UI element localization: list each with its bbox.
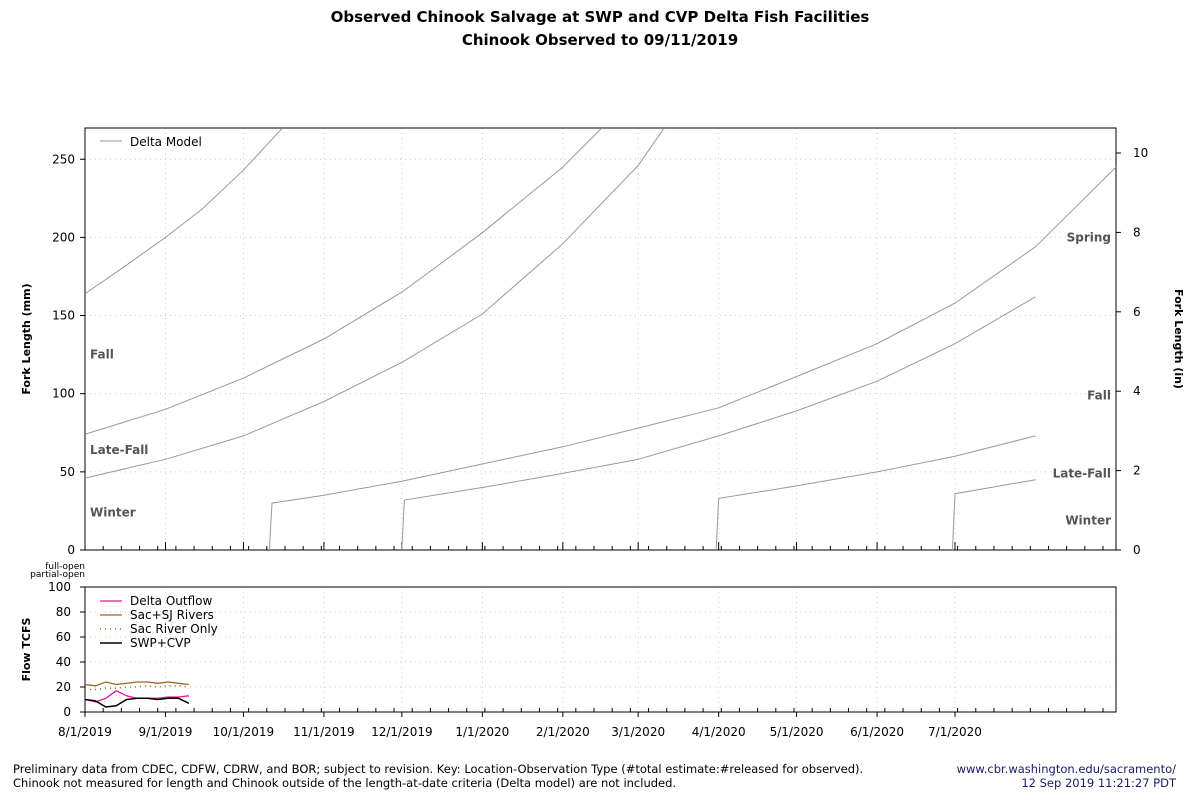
- delta-model-line-7: [951, 479, 1036, 550]
- x-tick-label: 3/1/2020: [611, 725, 665, 739]
- x-tick-label: 12/1/2019: [371, 725, 433, 739]
- x-tick-label: 11/1/2019: [293, 725, 355, 739]
- flow-series-sac-sj-rivers: [85, 681, 189, 687]
- bottom-y-tick-label: 100: [48, 580, 71, 594]
- full-open-label: full-open: [45, 562, 85, 572]
- run-label-right: Fall: [1087, 388, 1111, 402]
- chart-title: Observed Chinook Salvage at SWP and CVP …: [330, 8, 870, 26]
- footer-notes: Preliminary data from CDEC, CDFW, CDRW, …: [13, 762, 863, 790]
- legend-label-3: Sac River Only: [130, 622, 218, 636]
- bottom-y-axis-title: Flow TCFS: [20, 618, 33, 682]
- run-label-right: Winter: [1065, 513, 1111, 527]
- legend-label-2: Sac+SJ Rivers: [130, 608, 214, 622]
- generated-timestamp: 12 Sep 2019 11:21:27 PDT: [1021, 776, 1176, 790]
- right-y-tick-label: 8: [1133, 225, 1141, 239]
- top-y-tick-label: 50: [60, 465, 75, 479]
- delta-model-line-3: [85, 128, 665, 479]
- bottom-y-tick-label: 40: [56, 655, 71, 669]
- top-y-tick-label: 0: [67, 543, 75, 557]
- top-y-tick-label: 250: [52, 152, 75, 166]
- bottom-y-tick-label: 60: [56, 630, 71, 644]
- delta-model-line-6: [715, 435, 1036, 550]
- right-y-tick-label: 6: [1133, 305, 1141, 319]
- x-tick-label: 7/1/2020: [928, 725, 982, 739]
- top-plot-frame: [84, 127, 1117, 551]
- run-label-left: Winter: [90, 505, 136, 519]
- top-y-axis-title: Fork Length (mm): [20, 283, 33, 394]
- legend-delta-model-label: Delta Model: [130, 135, 202, 149]
- right-y-tick-label: 4: [1133, 384, 1141, 398]
- right-y-axis-title: Fork Length (in): [1172, 289, 1185, 389]
- x-tick-label: 1/1/2020: [455, 725, 509, 739]
- right-y-tick-label: 2: [1133, 464, 1141, 478]
- legend-label-1: Delta Outflow: [130, 594, 212, 608]
- top-y-tick-label: 200: [52, 230, 75, 244]
- flow-series-delta-outflow: [85, 690, 189, 703]
- x-tick-label: 10/1/2019: [213, 725, 275, 739]
- x-tick-label: 9/1/2019: [139, 725, 193, 739]
- bottom-y-tick-label: 80: [56, 605, 71, 619]
- source-url[interactable]: www.cbr.washington.edu/sacramento/: [956, 762, 1176, 776]
- bottom-y-tick-label: 0: [63, 705, 71, 719]
- bottom-y-tick-label: 20: [56, 680, 71, 694]
- right-y-tick-label: 0: [1133, 543, 1141, 557]
- partial-open-label: partial-open: [30, 570, 85, 580]
- x-tick-label: 2/1/2020: [536, 725, 590, 739]
- flow-series-swp-cvp: [85, 697, 190, 708]
- run-label-right: Late-Fall: [1053, 466, 1111, 480]
- x-tick-label: 6/1/2020: [850, 725, 904, 739]
- delta-model-line-5: [401, 296, 1036, 550]
- flow-series-sac-river-only: [85, 685, 189, 691]
- run-label-left: Late-Fall: [90, 443, 148, 457]
- footer-source: www.cbr.washington.edu/sacramento/ 12 Se…: [957, 762, 1176, 790]
- run-label-right: Spring: [1067, 230, 1111, 244]
- footer-line-2: Chinook not measured for length and Chin…: [13, 776, 677, 790]
- run-label-left: Fall: [90, 348, 114, 362]
- chart-subtitle: Chinook Observed to 09/11/2019: [461, 31, 739, 49]
- x-tick-label: 8/1/2019: [58, 725, 112, 739]
- delta-model-line-1: [85, 128, 283, 295]
- top-y-tick-label: 100: [52, 387, 75, 401]
- legend-label-4: SWP+CVP: [130, 636, 191, 650]
- x-tick-label: 4/1/2020: [692, 725, 746, 739]
- footer-line-1: Preliminary data from CDEC, CDFW, CDRW, …: [13, 762, 864, 776]
- bottom-plot-frame: [84, 586, 1117, 713]
- delta-model-line-4: [268, 166, 1116, 550]
- right-y-tick-label: 10: [1133, 146, 1148, 160]
- delta-model-line-2: [85, 128, 603, 435]
- top-y-tick-label: 150: [52, 309, 75, 323]
- x-tick-label: 5/1/2020: [770, 725, 824, 739]
